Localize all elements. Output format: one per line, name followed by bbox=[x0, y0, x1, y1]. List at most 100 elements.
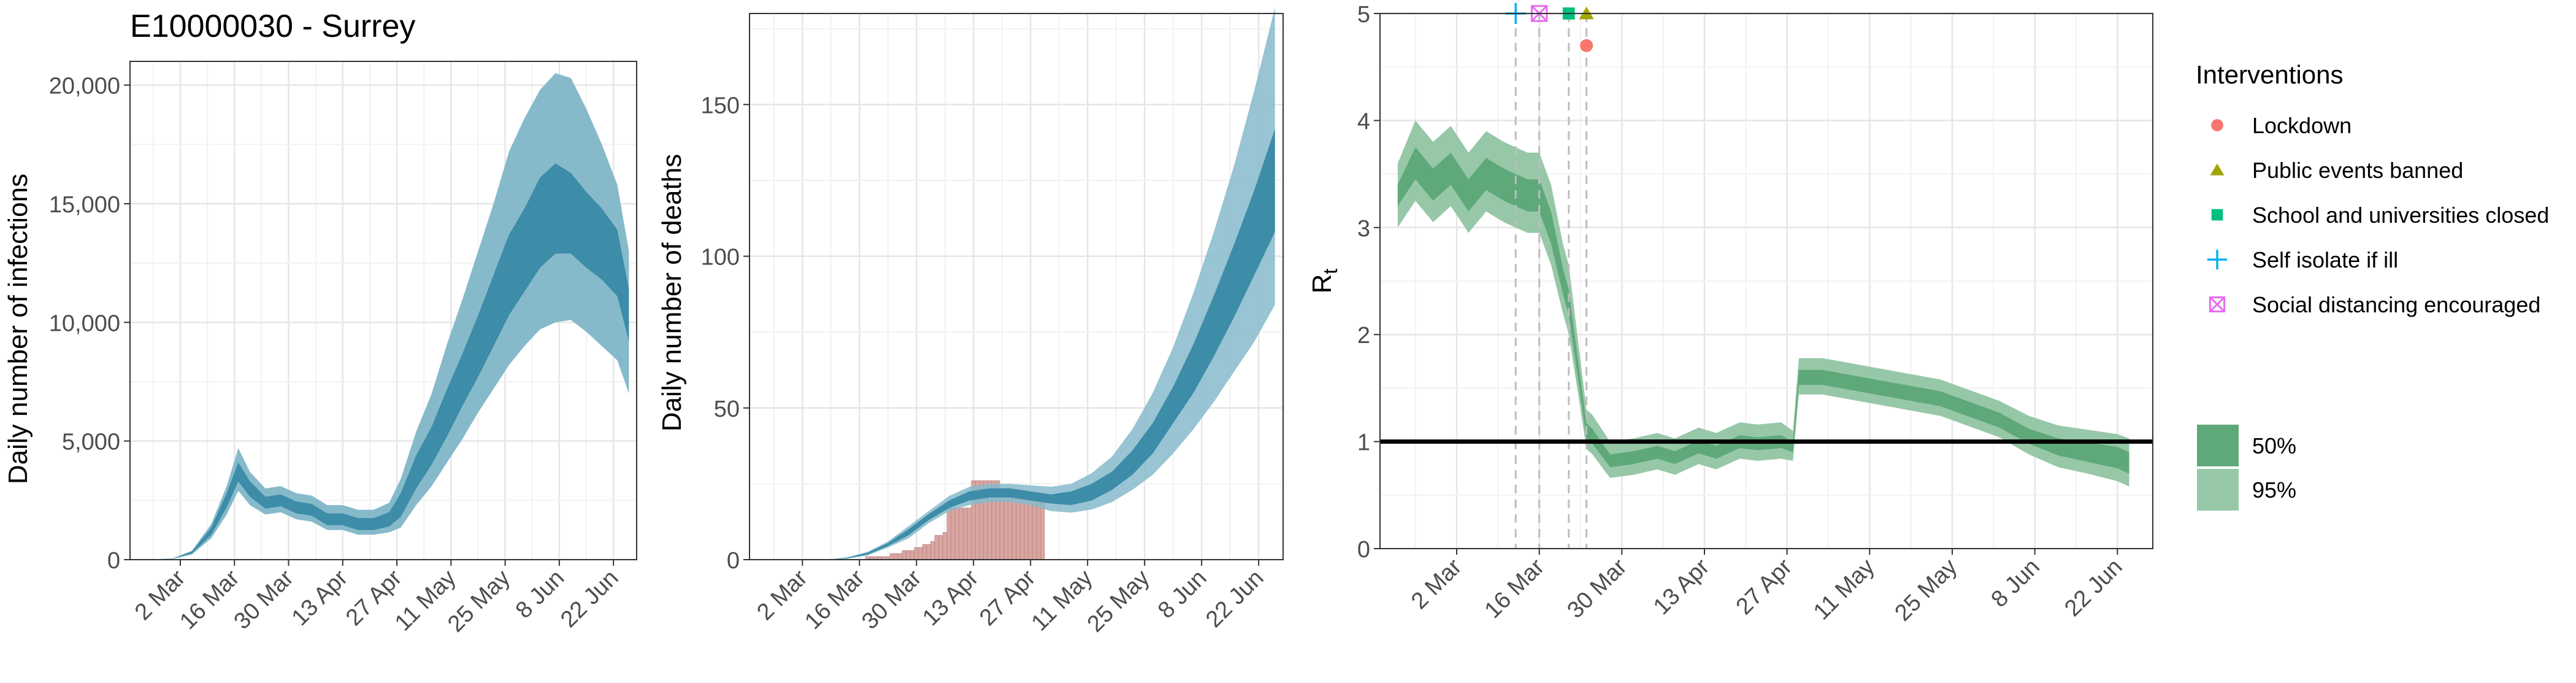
legend-marker bbox=[2211, 119, 2223, 131]
y-tick-label: 20,000 bbox=[49, 74, 120, 99]
x-tick-label: 25 May bbox=[443, 565, 515, 638]
y-tick-label: 50 bbox=[714, 396, 740, 422]
y-tick-label: 0 bbox=[107, 548, 120, 574]
deaths-ci95 bbox=[798, 7, 1275, 560]
deaths-bar bbox=[1003, 492, 1008, 560]
deaths-bar bbox=[967, 507, 972, 560]
x-tick-label: 8 Jun bbox=[1987, 554, 2045, 612]
y-tick-label: 0 bbox=[727, 548, 740, 574]
legend-label: School and universities closed bbox=[2252, 203, 2549, 228]
deaths-bar bbox=[943, 532, 948, 560]
y-tick-label: 2 bbox=[1357, 323, 1370, 349]
deaths-bar bbox=[897, 553, 903, 560]
x-tick-label: 13 Apr bbox=[287, 565, 353, 631]
x-tick-label: 16 Mar bbox=[1480, 554, 1550, 623]
x-tick-label: 2 Mar bbox=[1406, 554, 1467, 614]
y-tick-label: 0 bbox=[1357, 537, 1370, 563]
y-tick-label: 15,000 bbox=[49, 192, 120, 218]
deaths-bar bbox=[951, 507, 956, 560]
x-tick-label: 22 Jun bbox=[1201, 565, 1268, 633]
infections-ci95-band bbox=[145, 73, 629, 560]
x-tick-label: 16 Mar bbox=[800, 565, 870, 635]
deaths-bar bbox=[946, 507, 951, 560]
deaths-bar bbox=[914, 547, 919, 560]
legend-label: Lockdown bbox=[2252, 113, 2352, 138]
x-tick-label: 30 Mar bbox=[229, 565, 299, 635]
y-tick-label: 3 bbox=[1357, 216, 1370, 242]
deaths-bar bbox=[918, 547, 923, 560]
y-tick-label: 100 bbox=[701, 245, 740, 271]
deaths-bar bbox=[902, 550, 907, 560]
x-tick-label: 30 Mar bbox=[857, 565, 927, 635]
deaths-y-label: Daily number of deaths bbox=[657, 154, 687, 431]
rt-y-ticks: 0 1 2 3 4 5 bbox=[1357, 2, 1380, 563]
legend-label: Public events banned bbox=[2252, 158, 2463, 183]
deaths-grid bbox=[749, 14, 1283, 561]
legend-ci-label: 95% bbox=[2252, 477, 2296, 503]
deaths-bar bbox=[959, 507, 964, 560]
legend-marker bbox=[2210, 163, 2225, 176]
deaths-bar bbox=[1011, 492, 1017, 560]
legend-ci-items: 50% 95% bbox=[2197, 425, 2296, 511]
deaths-bar bbox=[926, 544, 931, 560]
infections-ci95 bbox=[145, 73, 629, 560]
rt-ci50-band bbox=[1397, 147, 2129, 474]
legend-ci-label: 50% bbox=[2252, 433, 2296, 458]
legend-marker bbox=[2211, 209, 2223, 221]
rt-plot-border bbox=[1379, 13, 2153, 549]
deaths-bar bbox=[910, 550, 914, 560]
x-tick-label: 30 Mar bbox=[1562, 554, 1632, 623]
x-tick-label: 25 May bbox=[1083, 565, 1155, 638]
deaths-bar bbox=[963, 507, 968, 560]
rt-y-label: Rt bbox=[1307, 269, 1341, 294]
x-tick-label: 25 May bbox=[1890, 554, 1963, 627]
legend-marker bbox=[2209, 296, 2226, 313]
deaths-bar bbox=[938, 534, 943, 560]
deaths-bar bbox=[922, 544, 927, 560]
infections-ci50-band bbox=[145, 163, 629, 560]
x-tick-label: 16 Mar bbox=[175, 565, 245, 635]
legend-label: Social distancing encouraged bbox=[2252, 292, 2540, 317]
y-tick-label: 10,000 bbox=[49, 311, 120, 336]
legend-ci-swatch bbox=[2197, 469, 2239, 511]
x-tick-label: 22 Jun bbox=[556, 565, 623, 633]
legend-ci-swatch bbox=[2197, 425, 2239, 466]
x-tick-label: 22 Jun bbox=[2060, 554, 2127, 622]
deaths-bar bbox=[889, 553, 894, 560]
infections-y-label: Daily number of infections bbox=[3, 174, 33, 484]
legend: Interventions Lockdown Public events bann… bbox=[2196, 60, 2549, 511]
rt-y-label-main: R bbox=[1307, 274, 1337, 294]
y-tick-label: 5,000 bbox=[62, 430, 120, 455]
deaths-bar bbox=[906, 550, 911, 560]
rt-grid bbox=[1380, 12, 2153, 550]
infections-plot-border bbox=[129, 61, 637, 560]
infections-ci50 bbox=[145, 163, 629, 560]
deaths-ci50 bbox=[798, 128, 1275, 560]
y-tick-label: 1 bbox=[1357, 430, 1370, 456]
intervention-marker bbox=[1580, 39, 1593, 52]
deaths-bar bbox=[930, 541, 935, 560]
rt-x-ticks: 2 Mar 16 Mar 30 Mar 13 Apr 27 Apr 11 May 25 Ma… bbox=[1406, 549, 2128, 626]
x-tick-label: 13 Apr bbox=[918, 565, 984, 631]
deaths-bar bbox=[934, 534, 939, 560]
rt-panel: 0 1 2 3 4 5 2 Mar 16 Mar 30 Mar 13 Apr 27 Apr 11 M… bbox=[1307, 2, 2153, 626]
deaths-bar bbox=[1008, 492, 1013, 560]
x-tick-label: 13 Apr bbox=[1649, 554, 1715, 620]
y-tick-label: 150 bbox=[701, 93, 740, 118]
x-tick-label: 11 May bbox=[1809, 554, 1880, 625]
legend-title: Interventions bbox=[2196, 60, 2343, 89]
x-tick-label: 11 May bbox=[1027, 565, 1098, 636]
rt-intervention-lines bbox=[1514, 14, 1588, 549]
x-tick-label: 27 Apr bbox=[1731, 554, 1798, 620]
y-tick-label: 4 bbox=[1357, 109, 1370, 134]
deaths-bar bbox=[954, 507, 960, 560]
y-tick-label: 5 bbox=[1357, 2, 1370, 28]
infections-y-ticks: 0 5,000 10,000 15,000 20,000 bbox=[49, 74, 130, 574]
legend-items: Lockdown Public events banned School and u… bbox=[2207, 113, 2549, 317]
deaths-ci95-band bbox=[798, 7, 1275, 560]
